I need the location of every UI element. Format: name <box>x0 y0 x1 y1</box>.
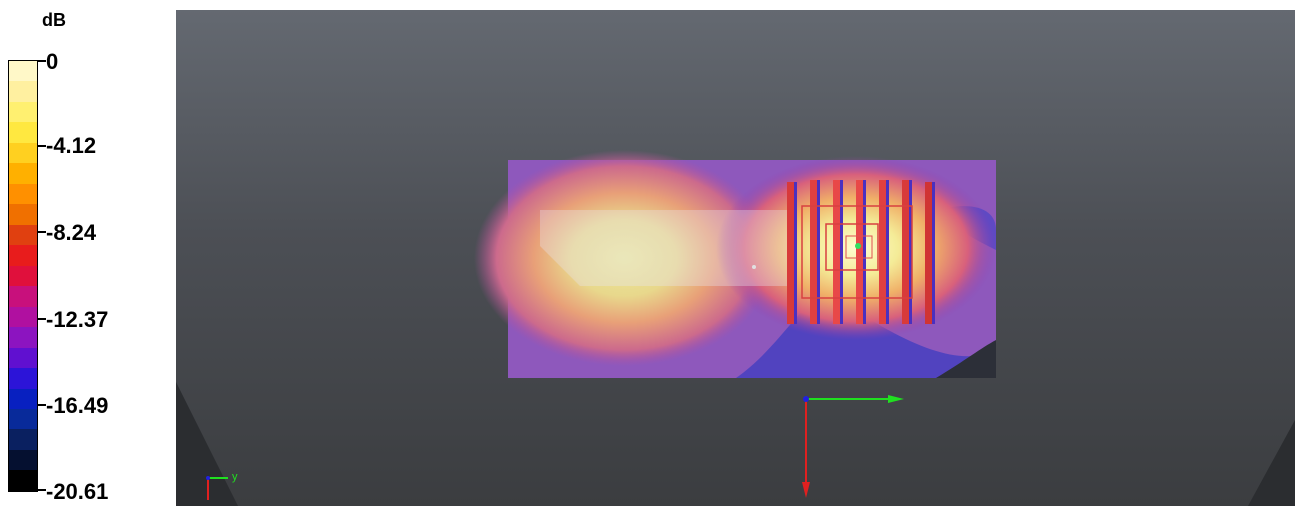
field-shadow <box>936 340 996 378</box>
legend-tick-label: 0 <box>46 49 59 74</box>
mini-axis-label: y <box>232 471 238 483</box>
legend-swatch <box>9 408 37 430</box>
component-outline <box>845 235 873 259</box>
mini-z-axis <box>206 476 210 480</box>
heatsink-fin-edge <box>817 180 820 324</box>
heatsink-fin-edge <box>794 182 797 324</box>
heatsink-fin-edge <box>932 182 935 324</box>
heatsink-fin <box>925 182 932 324</box>
probe-point <box>752 265 756 269</box>
heatsink-fins <box>787 180 935 324</box>
legend-swatch <box>9 347 37 369</box>
legend-swatch <box>9 388 37 409</box>
heatsink-fin-edge <box>909 180 912 324</box>
main-axes <box>802 395 904 498</box>
heatsink-fin-edge <box>886 180 889 324</box>
translucent-block <box>540 210 788 286</box>
heatsink-fin <box>810 180 817 324</box>
heatsink-fin <box>902 180 909 324</box>
heatsink-fin <box>833 180 840 324</box>
legend-tick-label: -8.24 <box>46 220 97 245</box>
legend-swatch <box>9 265 37 287</box>
legend-swatch <box>9 368 37 389</box>
legend-swatch <box>9 61 37 82</box>
heatsink-fin <box>879 180 886 324</box>
legend-tick-mark <box>38 145 46 147</box>
component-outline <box>801 205 913 299</box>
heatsink-fin <box>787 182 794 324</box>
legend-tick-mark <box>38 404 46 406</box>
z-axis-dot <box>803 396 809 402</box>
legend-tick-label: -20.61 <box>46 479 109 504</box>
legend-unit-label: dB <box>42 10 66 30</box>
3d-viewport[interactable]: y <box>176 10 1295 506</box>
mini-axes: y <box>206 471 238 500</box>
hotspot-left <box>474 150 774 366</box>
legend-tick-label: -16.49 <box>46 393 109 418</box>
legend-swatch <box>9 81 37 102</box>
corner-wedge <box>176 382 238 506</box>
source-point <box>855 243 861 249</box>
x-axis-arrow <box>888 395 904 403</box>
legend-tick-label: -4.12 <box>46 133 97 158</box>
component-outline <box>825 223 879 271</box>
legend-swatch <box>9 245 37 266</box>
heatsink-fin-edge <box>840 180 843 324</box>
legend-tick-mark <box>38 318 46 320</box>
legend-tick-label: -12.37 <box>46 307 109 332</box>
legend-tick-mark <box>38 489 46 491</box>
color-legend: dB 0 -4.12 -8.24 -12.37 -16.49 -20.61 <box>0 0 170 506</box>
legend-swatch <box>9 429 37 450</box>
legend-swatch <box>9 204 37 225</box>
legend-swatch <box>9 142 37 164</box>
scene-svg: y <box>176 150 1295 506</box>
legend-swatch <box>9 286 37 307</box>
legend-swatch <box>9 101 37 123</box>
legend-swatch <box>9 122 37 143</box>
heatsink-fin-edge <box>863 180 866 324</box>
legend-swatch <box>9 327 37 348</box>
heatsink-fin <box>856 180 863 324</box>
legend-swatch <box>9 224 37 246</box>
legend-swatch <box>9 449 37 471</box>
legend-color-bar <box>8 60 38 492</box>
legend-swatch <box>9 163 37 184</box>
legend-tick-mark <box>38 231 46 233</box>
legend-swatch <box>9 183 37 205</box>
y-axis-arrow <box>802 482 810 498</box>
legend-tick-mark <box>38 60 46 62</box>
legend-swatch <box>9 470 37 491</box>
legend-swatch <box>9 306 37 328</box>
corner-wedge <box>1248 420 1295 506</box>
